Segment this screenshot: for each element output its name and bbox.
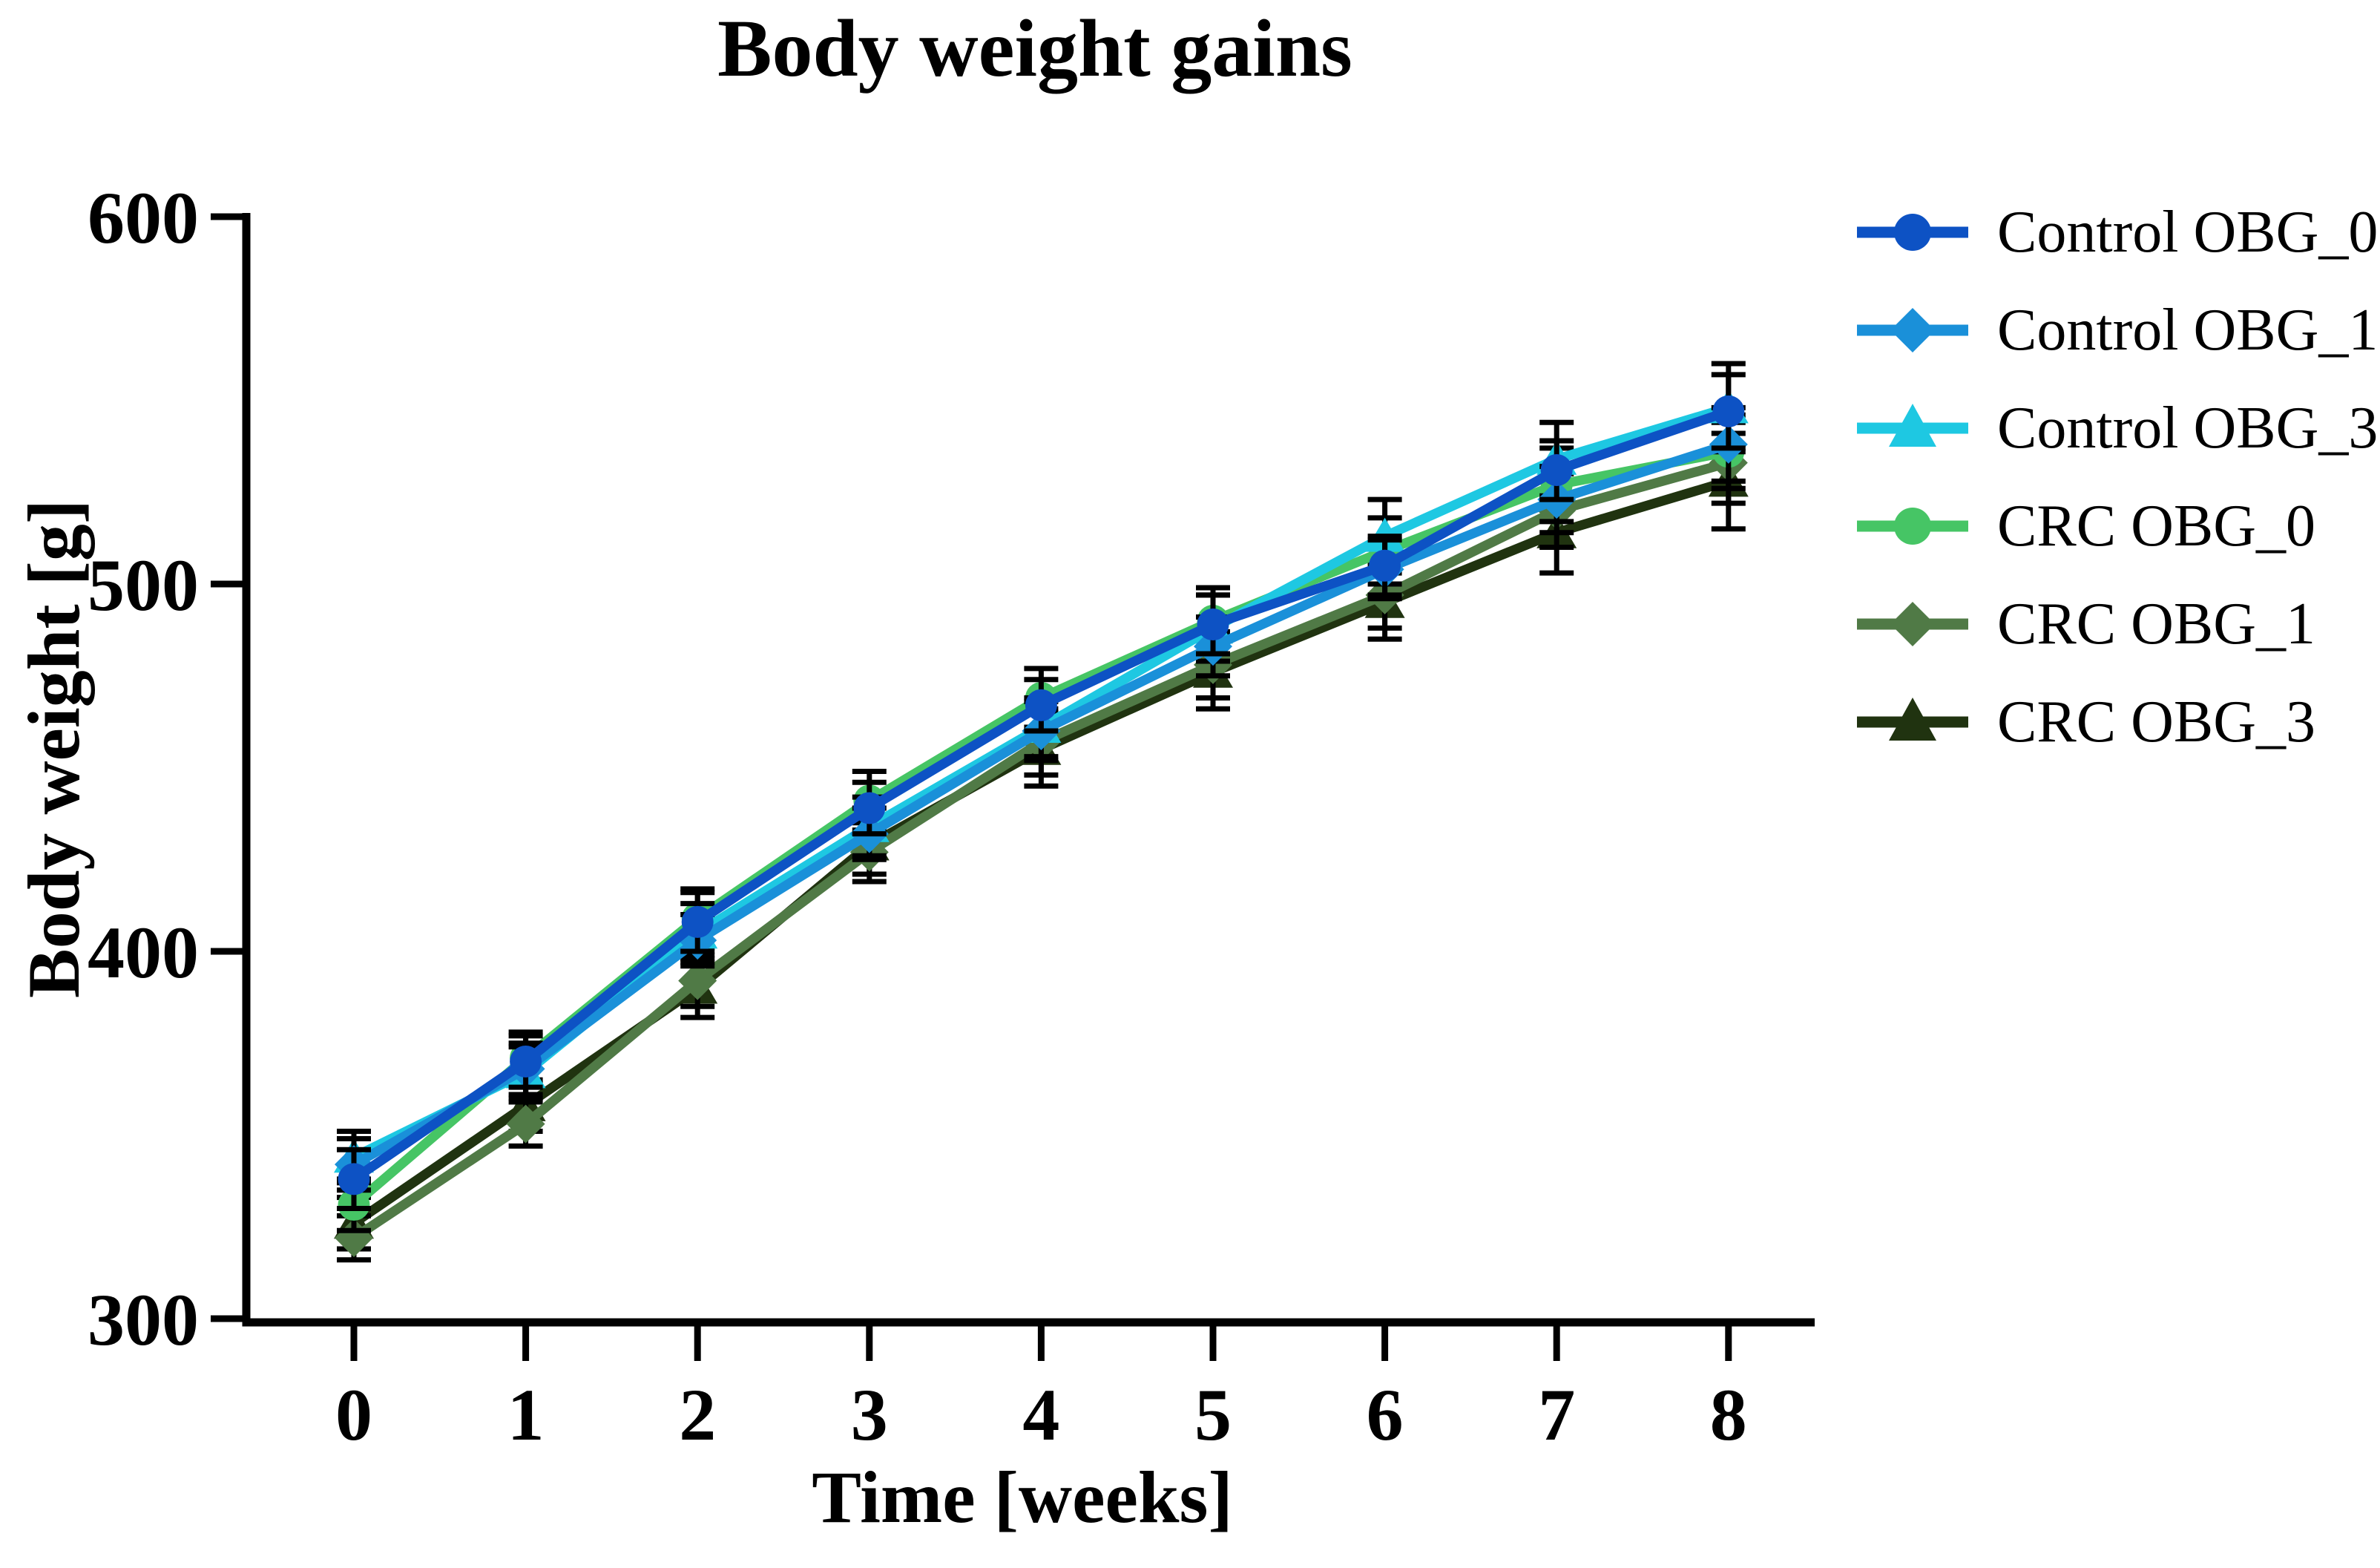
y-tick-label: 400	[88, 911, 199, 994]
data-point-circle-icon	[338, 1163, 370, 1195]
legend-row-control-obg-3: Control OBG_3	[1853, 379, 2378, 477]
x-tick-label: 6	[1367, 1374, 1404, 1456]
data-point-circle-icon	[510, 1046, 542, 1077]
data-point-circle-icon	[1540, 454, 1573, 487]
series-control-obg-0	[337, 372, 1746, 1211]
legend-label: CRC OBG_3	[1997, 689, 2315, 755]
series-line	[349, 458, 1734, 1243]
data-point-circle-icon	[1197, 608, 1229, 640]
legend-marker-diamond-icon	[1857, 602, 1968, 646]
x-tick-label: 1	[507, 1374, 545, 1456]
series-line	[349, 476, 1734, 1228]
legend-label: Control OBG_3	[1997, 395, 2379, 461]
legend-marker-circle-icon	[1857, 214, 1968, 251]
legend-marker-triangle-icon	[1857, 404, 1968, 447]
x-axis-title: Time [weeks]	[812, 1456, 1233, 1538]
chart-title: Body weight gains	[717, 3, 1352, 94]
legend-row-control-obg-1: Control OBG_1	[1853, 281, 2378, 379]
x-tick-label: 3	[851, 1374, 888, 1456]
data-point-circle-icon	[853, 792, 886, 824]
legend-row-crc-obg-3: CRC OBG_3	[1853, 673, 2378, 771]
x-tick-label: 7	[1538, 1374, 1575, 1456]
series-crc-obg-1	[335, 419, 1748, 1263]
y-tick-label: 600	[88, 177, 199, 259]
data-point-circle-icon	[1712, 395, 1745, 427]
x-tick-label: 0	[335, 1374, 372, 1456]
legend-marker-circle-icon	[1857, 508, 1968, 545]
y-tick-label: 500	[88, 544, 199, 626]
series-crc-obg-3	[334, 430, 1749, 1252]
data-point-circle-icon	[681, 905, 714, 938]
legend: Control OBG_0 Control OBG_1 Control OBG_3 C…	[1853, 183, 2378, 771]
legend-marker-triangle-icon	[1857, 698, 1968, 741]
legend-marker-diamond-icon	[1857, 308, 1968, 352]
legend-label: CRC OBG_0	[1997, 493, 2315, 559]
x-tick-label: 8	[1710, 1374, 1747, 1456]
data-point-circle-icon	[1369, 549, 1401, 582]
x-tick-label: 4	[1022, 1374, 1059, 1456]
x-tick-label: 5	[1194, 1374, 1232, 1456]
legend-row-crc-obg-1: CRC OBG_1	[1853, 575, 2378, 673]
legend-label: CRC OBG_1	[1997, 591, 2315, 657]
data-point-diamond-icon	[678, 961, 717, 1000]
data-point-diamond-icon	[506, 1104, 545, 1144]
legend-label: Control OBG_1	[1997, 297, 2379, 363]
y-tick-label: 300	[88, 1279, 199, 1361]
legend-row-control-obg-0: Control OBG_0	[1853, 183, 2378, 281]
data-point-circle-icon	[1025, 689, 1057, 721]
series-line	[349, 439, 1734, 1170]
legend-row-crc-obg-0: CRC OBG_0	[1853, 477, 2378, 575]
legend-label: Control OBG_0	[1997, 199, 2379, 265]
x-tick-label: 2	[679, 1374, 716, 1456]
